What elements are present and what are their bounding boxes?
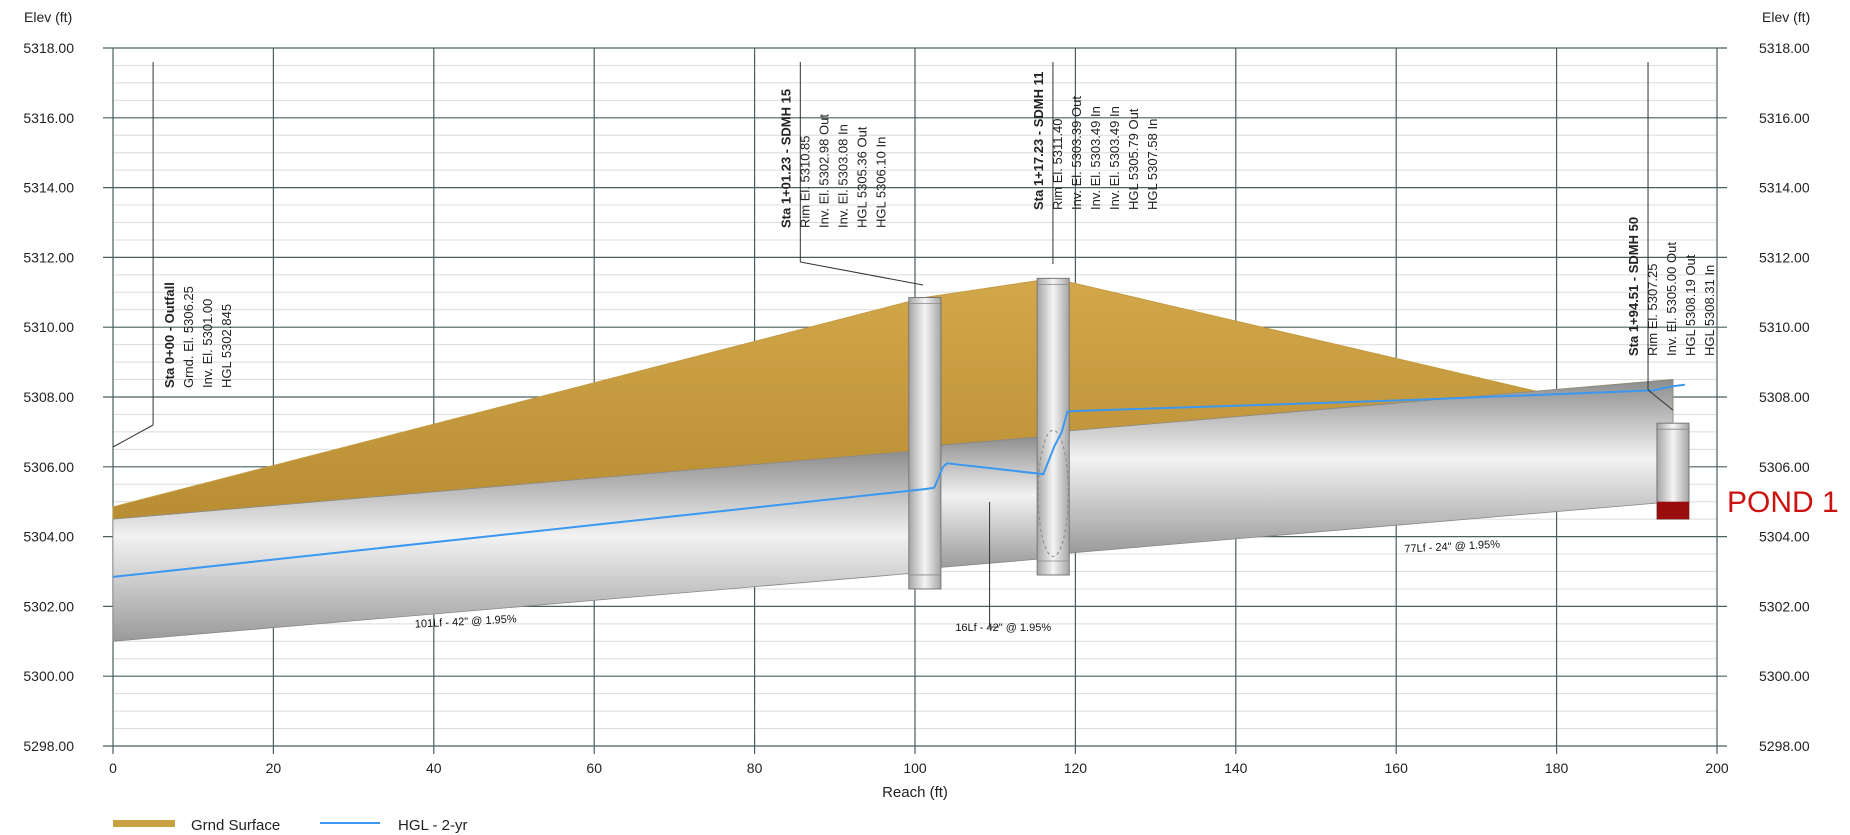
station-label-line: Rim El. 5310.85 bbox=[797, 136, 812, 229]
station-label-line: Inv. El. 5303.08 In bbox=[835, 124, 850, 228]
station-label-line: Inv. El. 5302.98 Out bbox=[816, 114, 831, 228]
y-tick-label-left: 5310.00 bbox=[23, 319, 74, 335]
manhole-sdmh-15 bbox=[909, 298, 941, 589]
y-tick-label-left: 5316.00 bbox=[23, 110, 74, 126]
x-tick-label: 60 bbox=[586, 760, 602, 776]
station-label-line: Inv. El. 5303.49 In bbox=[1088, 106, 1103, 210]
pond-label: POND 1 bbox=[1727, 486, 1839, 519]
station-label-line: Inv. El. 5301.00 bbox=[200, 299, 215, 388]
y-tick-label-left: 5318.00 bbox=[23, 40, 74, 56]
station-label-line: Rim El. 5307.25 bbox=[1645, 264, 1660, 357]
y-tick-label-right: 5312.00 bbox=[1759, 249, 1810, 265]
x-tick-label: 80 bbox=[747, 760, 763, 776]
y-tick-label-left: 5300.00 bbox=[23, 668, 74, 684]
y-tick-label-right: 5316.00 bbox=[1759, 110, 1810, 126]
station-label-line: Inv. El. 5305.00 Out bbox=[1664, 242, 1679, 356]
legend: Grnd Surface HGL - 2-yr bbox=[113, 817, 467, 834]
x-tick-label: 120 bbox=[1064, 760, 1088, 776]
y-tick-label-right: 5300.00 bbox=[1759, 668, 1810, 684]
station-label-line: Sta 1+17.23 - SDMH 11 bbox=[1031, 72, 1046, 210]
station-label-line: Sta 0+00 - Outfall bbox=[162, 282, 177, 388]
y-tick-label-left: 5308.00 bbox=[23, 389, 74, 405]
station-label-line: HGL 5308.31 In bbox=[1702, 265, 1717, 356]
station-label-line: HGL 5305.79 Out bbox=[1126, 108, 1141, 210]
y-tick-label-right: 5302.00 bbox=[1759, 598, 1810, 614]
station-label-line: Rim El. 5311.40 bbox=[1050, 118, 1065, 210]
y-tick-label-right: 5304.00 bbox=[1759, 529, 1810, 545]
pipe-label: 16Lf - 42" @ 1.95% bbox=[955, 622, 1051, 634]
legend-label-hgl: HGL - 2-yr bbox=[398, 817, 467, 834]
station-label-line: Sta 1+01.23 - SDMH 15 bbox=[778, 89, 793, 228]
y-tick-label-right: 5298.00 bbox=[1759, 738, 1810, 754]
station-label-line: HGL 5302.845 bbox=[219, 304, 234, 388]
x-tick-label: 20 bbox=[266, 760, 282, 776]
station-label-line: HGL 5305.36 Out bbox=[854, 126, 869, 228]
x-tick-label: 140 bbox=[1224, 760, 1248, 776]
legend-swatch-ground bbox=[113, 820, 175, 827]
y-tick-label-right: 5306.00 bbox=[1759, 459, 1810, 475]
y-tick-label-right: 5318.00 bbox=[1759, 40, 1810, 56]
y-tick-label-right: 5314.00 bbox=[1759, 180, 1810, 196]
station-label-line: Inv. El. 5303.49 In bbox=[1107, 106, 1122, 210]
station-label-line: HGL 5306.10 In bbox=[873, 137, 888, 228]
pipe-label: 101Lf - 42" @ 1.95% bbox=[415, 613, 518, 630]
x-axis-title: Reach (ft) bbox=[882, 784, 948, 801]
x-tick-label: 40 bbox=[426, 760, 442, 776]
y-tick-label-left: 5314.00 bbox=[23, 180, 74, 196]
y-axis-title-left: Elev (ft) bbox=[24, 9, 72, 25]
station-label-line: Inv. El. 5303.39 Out bbox=[1069, 96, 1084, 210]
y-tick-label-right: 5310.00 bbox=[1759, 319, 1810, 335]
x-tick-label: 160 bbox=[1385, 760, 1409, 776]
station-leader-pointer bbox=[113, 425, 153, 447]
y-axis-title-right: Elev (ft) bbox=[1762, 9, 1810, 25]
y-tick-label-left: 5302.00 bbox=[23, 598, 74, 614]
x-tick-label: 200 bbox=[1705, 760, 1729, 776]
x-tick-label: 100 bbox=[903, 760, 927, 776]
y-tick-label-right: 5308.00 bbox=[1759, 389, 1810, 405]
station-label-line: HGL 5308.19 Out bbox=[1683, 254, 1698, 356]
pond-outlet-fill bbox=[1657, 502, 1689, 519]
manhole-sdmh-11 bbox=[1037, 278, 1069, 575]
x-tick-label: 180 bbox=[1545, 760, 1569, 776]
station-label-line: HGL 5307.58 In bbox=[1145, 119, 1160, 210]
y-tick-label-left: 5306.00 bbox=[23, 459, 74, 475]
pipe-segment bbox=[925, 436, 1053, 569]
legend-label-ground: Grnd Surface bbox=[191, 817, 280, 834]
station-leader-pointer bbox=[800, 262, 923, 285]
y-tick-label-left: 5298.00 bbox=[23, 738, 74, 754]
y-tick-label-left: 5312.00 bbox=[23, 249, 74, 265]
x-tick-label: 0 bbox=[109, 760, 117, 776]
y-tick-label-left: 5304.00 bbox=[23, 529, 74, 545]
pipe-label: 77Lf - 24" @ 1.95% bbox=[1404, 538, 1501, 555]
station-label-line: Grnd. El. 5306.25 bbox=[181, 286, 196, 388]
station-label-line: Sta 1+94.51 - SDMH 50 bbox=[1626, 217, 1641, 356]
